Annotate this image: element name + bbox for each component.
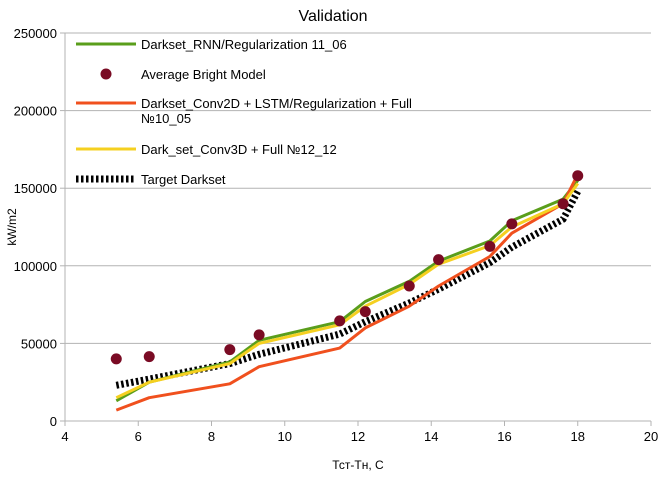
x-axis-label: Тст-Тн, С	[332, 458, 384, 472]
legend-label: №10_05	[141, 111, 191, 126]
x-tick-label: 16	[497, 429, 511, 444]
x-tick-label: 14	[424, 429, 438, 444]
series-line	[115, 182, 580, 400]
point-average-bright	[224, 344, 236, 356]
gridlines	[65, 32, 651, 422]
x-tick-label: 10	[278, 429, 292, 444]
point-average-bright	[506, 218, 518, 230]
legend-label: Darkset_RNN/Regularization 11_06	[141, 37, 347, 52]
series-line	[115, 173, 580, 412]
y-tick-labels: 0 50000 100000 150000 200000 250000	[14, 26, 57, 429]
legend: Darkset_RNN/Regularization 11_06 Average …	[76, 37, 412, 187]
y-axis-label: kW/m2	[5, 208, 19, 246]
legend-label: Target Darkset	[141, 172, 226, 187]
axes	[60, 32, 652, 426]
x-tick-label: 8	[208, 429, 215, 444]
series-1	[110, 170, 584, 365]
y-tick-label: 50000	[21, 336, 57, 351]
y-tick-label: 150000	[14, 181, 57, 196]
chart-title: Validation	[298, 8, 367, 25]
x-tick-label: 4	[61, 429, 68, 444]
legend-label: Darkset_Conv2D + LSTM/Regularization + F…	[141, 96, 412, 111]
point-average-bright	[359, 306, 371, 318]
legend-item-0: Darkset_RNN/Regularization 11_06	[76, 37, 347, 52]
y-tick-label: 100000	[14, 259, 57, 274]
x-tick-label: 12	[351, 429, 365, 444]
series-layer	[110, 170, 584, 412]
y-tick-label: 250000	[14, 26, 57, 41]
y-tick-label: 200000	[14, 104, 57, 119]
x-tick-label: 20	[644, 429, 658, 444]
point-average-bright	[253, 329, 265, 341]
point-average-bright	[110, 353, 122, 365]
series-2	[115, 173, 580, 412]
point-average-bright	[403, 280, 415, 292]
legend-item-3: Dark_set_Conv3D + Full №12_12	[76, 142, 337, 157]
point-average-bright	[334, 315, 346, 327]
point-average-bright	[572, 170, 584, 182]
legend-item-2: Darkset_Conv2D + LSTM/Regularization + F…	[76, 96, 412, 126]
point-average-bright	[433, 254, 445, 266]
x-tick-label: 18	[571, 429, 585, 444]
point-average-bright	[484, 240, 496, 252]
legend-label: Average Bright Model	[141, 67, 266, 82]
x-tick-label: 6	[135, 429, 142, 444]
legend-item-4: Target Darkset	[76, 172, 226, 187]
legend-marker	[100, 68, 112, 80]
point-average-bright	[557, 198, 569, 210]
point-average-bright	[143, 351, 155, 363]
x-tick-labels: 4 6 8 10 12 14 16 18 20	[61, 429, 658, 444]
y-tick-label: 0	[50, 414, 57, 429]
legend-label: Dark_set_Conv3D + Full №12_12	[141, 142, 337, 157]
legend-item-1: Average Bright Model	[100, 67, 266, 82]
series-3	[115, 182, 580, 400]
